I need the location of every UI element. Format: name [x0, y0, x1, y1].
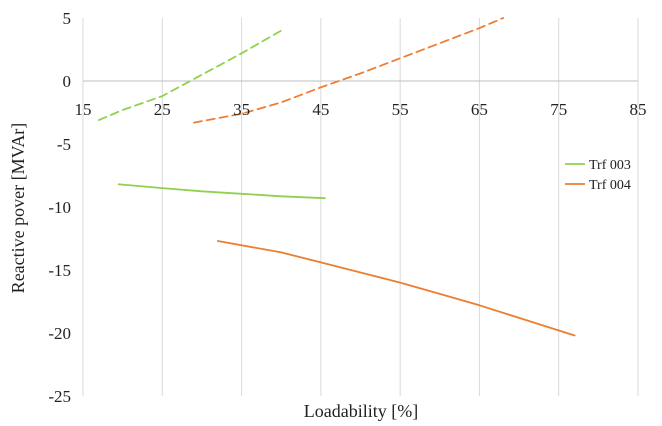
x-tick-label: 35 [233, 100, 250, 119]
x-tick-label: 55 [392, 100, 409, 119]
y-tick-label: -15 [48, 261, 71, 280]
x-axis-title: Loadability [%] [304, 401, 418, 421]
grid-lines [82, 18, 639, 396]
x-tick-label: 45 [312, 100, 329, 119]
series-line-3 [193, 17, 505, 124]
y-tick-label: 0 [63, 72, 72, 91]
y-tick-labels: 5 0 -5 -10 -15 -20 -25 [48, 9, 71, 406]
series-line-0 [117, 183, 326, 200]
legend-item: Trf 003 [565, 158, 631, 173]
legend-label: Trf 003 [589, 158, 631, 173]
y-tick-label: -5 [57, 135, 71, 154]
series-layer [98, 17, 576, 337]
y-tick-label: 5 [63, 9, 72, 28]
legend: Trf 003 Trf 004 [565, 158, 631, 193]
series-line-1 [216, 240, 576, 337]
x-tick-label: 25 [154, 100, 171, 119]
y-axis-title: Reactive pover [MVAr] [8, 123, 28, 294]
legend-label: Trf 004 [589, 178, 631, 193]
series-line-2 [98, 29, 283, 121]
x-tick-label: 65 [471, 100, 488, 119]
legend-item: Trf 004 [565, 178, 631, 193]
x-tick-label: 15 [75, 100, 92, 119]
y-tick-label: -25 [48, 387, 71, 406]
x-tick-label: 85 [630, 100, 647, 119]
x-tick-label: 75 [550, 100, 567, 119]
y-tick-label: -10 [48, 198, 71, 217]
y-tick-label: -20 [48, 324, 71, 343]
x-tick-labels: 15 25 35 45 55 65 75 85 [75, 100, 647, 119]
